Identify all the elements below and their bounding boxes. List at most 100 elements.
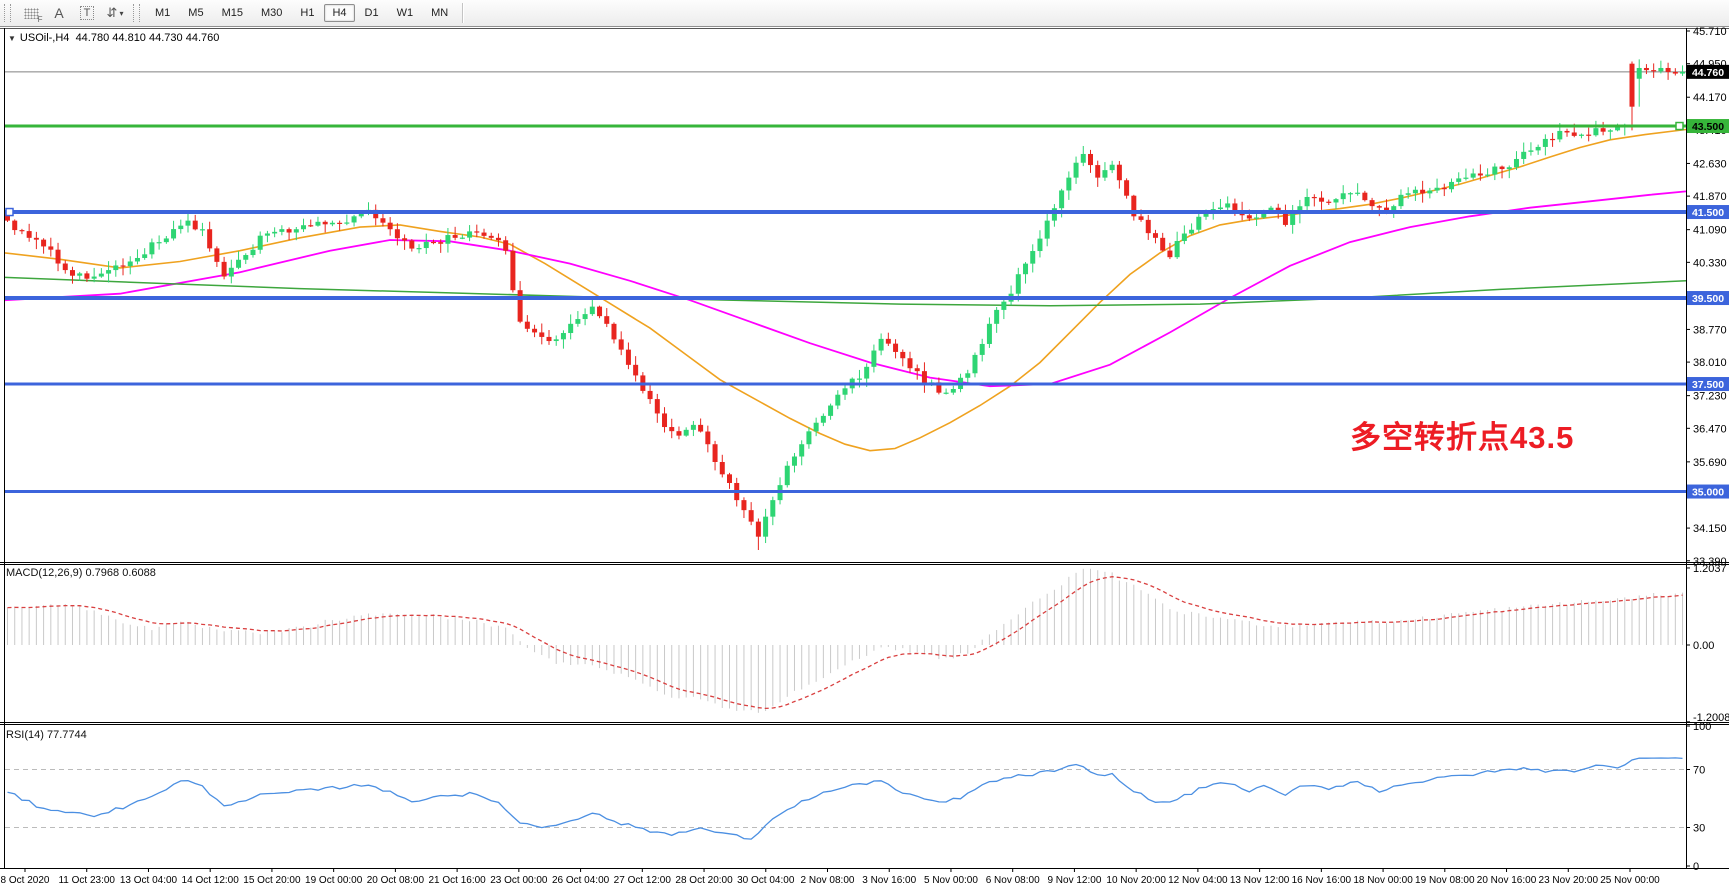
candle-body (1665, 67, 1671, 73)
x-tick-label: 12 Nov 04:00 (1168, 875, 1228, 886)
grid-snap-icon[interactable]: F (19, 2, 43, 25)
x-tick-label: 3 Nov 16:00 (862, 875, 916, 886)
x-tick-label: 6 Nov 08:00 (986, 875, 1040, 886)
chart-title: ▼ USOil-,H4 44.780 44.810 44.730 44.760 (8, 32, 220, 44)
candle-body (1369, 200, 1375, 207)
candle-body (1232, 203, 1238, 211)
candle-body (1066, 177, 1072, 191)
candle-body (1073, 162, 1079, 178)
candle-body (560, 333, 566, 340)
candle-body (842, 388, 848, 395)
candle-body (1593, 128, 1599, 136)
macd-panel-layer (7, 568, 1684, 713)
timeframe-button-w1[interactable]: W1 (396, 7, 414, 19)
y-tick-label: 38.010 (1693, 357, 1727, 369)
candle-body (1116, 164, 1122, 181)
current-price-tag[interactable] (1687, 64, 1729, 79)
candle-body (965, 373, 971, 378)
candle-body (1427, 190, 1433, 194)
candle-body (755, 521, 761, 537)
timeframe-button-mn[interactable]: MN (431, 7, 449, 19)
current-price-tag-label: 44.760 (1692, 67, 1724, 79)
price-tag-43.500-label: 43.500 (1692, 121, 1724, 133)
text-box-icon[interactable]: T (75, 2, 99, 25)
text-label-icon[interactable]: A (54, 5, 64, 21)
candle-body (568, 323, 574, 334)
x-tick-label: 20 Nov 16:00 (1477, 875, 1537, 886)
price-tag-39.500[interactable] (1687, 291, 1729, 306)
y-tick-label: 38.770 (1693, 324, 1727, 336)
ma-long-green (4, 276, 1687, 307)
candle-body (1319, 197, 1325, 202)
candle-body (1355, 192, 1361, 194)
candle-body (293, 229, 299, 233)
price-tag-35.000-label: 35.000 (1692, 487, 1724, 499)
arrow-objects-icon[interactable]: ⇵ ▾ (103, 2, 127, 25)
candle-body (1434, 187, 1440, 191)
price-tag-41.500[interactable] (1687, 205, 1729, 220)
x-tick-label: 19 Nov 08:00 (1415, 875, 1475, 886)
timeframe-button-m30[interactable]: M30 (260, 7, 283, 19)
candle-body (207, 229, 213, 249)
candle-body (763, 516, 769, 537)
candle-body (1189, 229, 1195, 234)
candle-body (1088, 153, 1093, 166)
timeframe-button-h4[interactable]: H4 (324, 4, 355, 22)
chart-annotation-text[interactable]: 多空转折点43.5 (1350, 420, 1575, 455)
candle-body (979, 343, 985, 355)
toolbar-grip[interactable] (4, 4, 11, 22)
x-tick-label: 20 Oct 08:00 (367, 875, 425, 886)
toolbar-grip-2[interactable] (133, 4, 140, 22)
y-tick-label: 33.390 (1693, 556, 1727, 568)
candle-body (26, 231, 32, 238)
candle-body (1037, 238, 1043, 252)
candle-body (1109, 164, 1115, 171)
timeframe-button-d1[interactable]: D1 (364, 7, 379, 19)
candle-body (986, 323, 992, 344)
ma-fast-orange (4, 128, 1687, 452)
timeframe-button-m1[interactable]: M1 (155, 7, 171, 19)
candle-body (690, 424, 696, 430)
candle-body (864, 366, 870, 379)
candle-body (1102, 170, 1108, 178)
price-tag-43.500[interactable] (1687, 119, 1729, 134)
candle-body (192, 220, 198, 230)
candle-body (582, 314, 588, 320)
candle-body (1059, 190, 1065, 209)
chart-dropdown-icon[interactable]: ▼ (8, 34, 16, 43)
candle-body (1492, 166, 1498, 175)
candle-body (1196, 216, 1202, 230)
candle-body (394, 229, 400, 239)
timeframe-button-m15[interactable]: M15 (221, 7, 243, 19)
candle-body (308, 225, 314, 227)
candle-body (871, 350, 877, 367)
candle-body (1441, 187, 1447, 190)
x-tick-label: 9 Nov 12:00 (1047, 875, 1101, 886)
ma-slow-magenta (4, 190, 1687, 388)
price-tag-35.000[interactable] (1687, 484, 1729, 499)
candle-body (1225, 203, 1231, 208)
candle-body (921, 371, 927, 385)
timeframe-button-h1[interactable]: H1 (300, 7, 315, 19)
candle-body (1217, 207, 1223, 210)
timeframe-button-m5[interactable]: M5 (188, 7, 204, 19)
candle-body (120, 265, 126, 267)
candle-body (142, 254, 148, 258)
candle-body (1398, 194, 1404, 207)
candle-body (647, 390, 653, 400)
candle-body (1384, 207, 1390, 213)
level-handle[interactable] (5, 207, 14, 217)
candle-body (1174, 241, 1180, 258)
candle-body (1615, 127, 1621, 131)
candle-body (55, 249, 61, 264)
candle-body (936, 382, 942, 393)
candle-body (156, 242, 162, 244)
x-tick-label: 16 Nov 16:00 (1292, 875, 1352, 886)
candle-body (1095, 165, 1101, 178)
candle-body (12, 220, 18, 231)
level-handle[interactable] (1675, 121, 1684, 131)
price-tag-37.500[interactable] (1687, 377, 1729, 392)
candle-body (943, 392, 949, 394)
candle-body (553, 339, 559, 342)
